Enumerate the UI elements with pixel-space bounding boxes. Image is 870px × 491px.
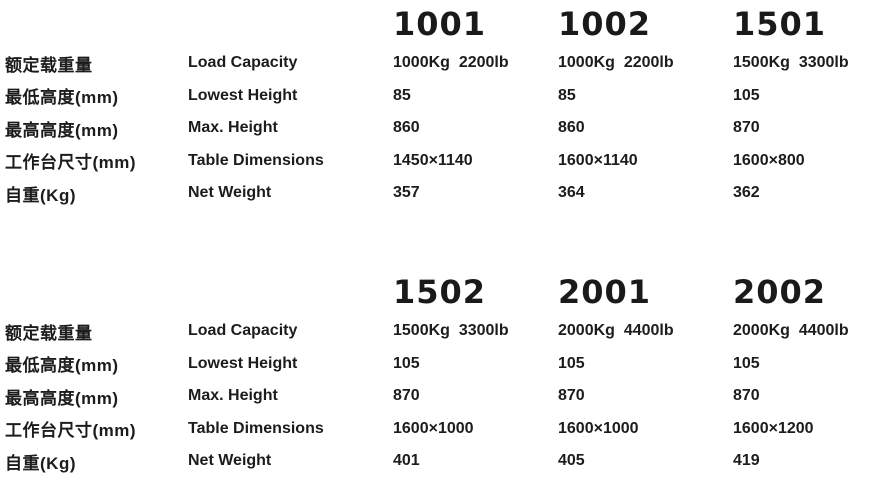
value-2002-net-weight: 419 [733, 452, 760, 470]
value-2002-load-capacity: 2000Kg 4400lb [733, 322, 849, 340]
header-spacer [5, 268, 188, 315]
row-label-en-load-capacity: Load Capacity [188, 322, 298, 340]
model-header-2001: 2001 [558, 272, 652, 311]
value-2001-load-capacity: 2000Kg 4400lb [558, 322, 674, 340]
header-spacer [188, 0, 393, 47]
row-label-en-max-height: Max. Height [188, 119, 278, 137]
model-header-1501: 1501 [733, 4, 827, 43]
value-1502-load-capacity: 1500Kg 3300lb [393, 322, 509, 340]
value-1502-net-weight: 401 [393, 452, 420, 470]
row-label-en-net-weight: Net Weight [188, 452, 272, 470]
value-1501-net-weight: 362 [733, 184, 760, 202]
value-1002-max-height: 860 [558, 119, 585, 137]
value-2001-table-dimensions: 1600×1000 [558, 419, 639, 437]
value-1001-net-weight: 357 [393, 184, 420, 202]
row-label-cn-load-capacity: 额定载重量 [5, 323, 93, 343]
value-2002-table-dimensions: 1600×1200 [733, 419, 814, 437]
row-label-cn-table-dimensions: 工作台尺寸(mm) [5, 153, 137, 173]
header-spacer [5, 0, 188, 47]
row-label-cn-lowest-height: 最低高度(mm) [5, 356, 119, 376]
value-1002-load-capacity: 1000Kg 2200lb [558, 54, 674, 72]
value-1502-max-height: 870 [393, 387, 420, 405]
model-header-1001: 1001 [393, 4, 487, 43]
value-1002-lowest-height: 85 [558, 86, 576, 104]
row-label-en-table-dimensions: Table Dimensions [188, 419, 324, 437]
value-1001-table-dimensions: 1450×1140 [393, 151, 473, 169]
value-1001-lowest-height: 85 [393, 86, 411, 104]
value-1502-lowest-height: 105 [393, 354, 420, 372]
value-1002-table-dimensions: 1600×1140 [558, 151, 638, 169]
row-label-en-net-weight: Net Weight [188, 184, 272, 202]
value-2002-max-height: 870 [733, 387, 760, 405]
value-1501-lowest-height: 105 [733, 86, 760, 104]
row-label-en-table-dimensions: Table Dimensions [188, 151, 324, 169]
model-header-1502: 1502 [393, 272, 487, 311]
value-1502-table-dimensions: 1600×1000 [393, 419, 474, 437]
value-1001-max-height: 860 [393, 119, 420, 137]
row-label-cn-table-dimensions: 工作台尺寸(mm) [5, 421, 137, 441]
row-label-en-lowest-height: Lowest Height [188, 86, 298, 104]
spec-table-2: 1502 2001 2002 额定载重量 Load Capacity 1500K… [5, 268, 870, 478]
value-2001-max-height: 870 [558, 387, 585, 405]
value-1501-load-capacity: 1500Kg 3300lb [733, 54, 849, 72]
row-label-cn-max-height: 最高高度(mm) [5, 120, 119, 140]
value-2001-lowest-height: 105 [558, 354, 585, 372]
row-label-cn-lowest-height: 最低高度(mm) [5, 88, 119, 108]
value-1002-net-weight: 364 [558, 184, 585, 202]
row-label-en-load-capacity: Load Capacity [188, 54, 298, 72]
model-header-1002: 1002 [558, 4, 652, 43]
header-spacer [188, 268, 393, 315]
model-header-2002: 2002 [733, 272, 827, 311]
value-1501-table-dimensions: 1600×800 [733, 151, 805, 169]
row-label-en-lowest-height: Lowest Height [188, 354, 298, 372]
row-label-cn-net-weight: 自重(Kg) [5, 185, 76, 205]
row-label-cn-net-weight: 自重(Kg) [5, 453, 76, 473]
row-label-en-max-height: Max. Height [188, 387, 278, 405]
spec-table-1: 1001 1002 1501 额定载重量 Load Capacity 1000K… [5, 0, 870, 210]
value-1501-max-height: 870 [733, 119, 760, 137]
row-label-cn-max-height: 最高高度(mm) [5, 388, 119, 408]
value-2001-net-weight: 405 [558, 452, 585, 470]
row-label-cn-load-capacity: 额定载重量 [5, 55, 93, 75]
value-1001-load-capacity: 1000Kg 2200lb [393, 54, 509, 72]
value-2002-lowest-height: 105 [733, 354, 760, 372]
